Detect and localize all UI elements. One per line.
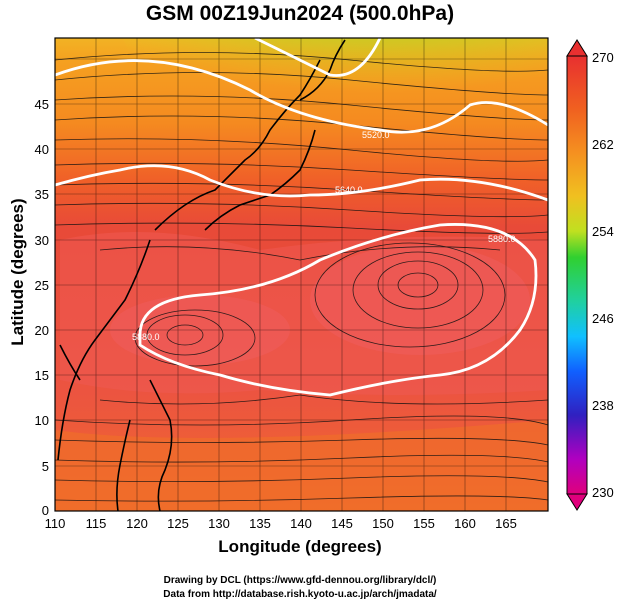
y-tick-label: 45	[35, 97, 49, 112]
y-tick-label: 40	[35, 142, 49, 157]
y-tick-label: 0	[42, 503, 49, 518]
credit-drawing: Drawing by DCL (https://www.gfd-dennou.o…	[163, 575, 437, 586]
colorbar-bar	[566, 55, 588, 495]
x-tick-label: 130	[208, 516, 230, 531]
x-tick-label: 125	[167, 516, 189, 531]
x-tick-label: 155	[413, 516, 435, 531]
height-contours	[55, 38, 548, 397]
colorbar-top-arrow	[566, 39, 588, 57]
x-tick-labels: 110 115 120 125 130 135 140 145 150 155 …	[45, 516, 517, 531]
chart-title: GSM 00Z19Jun2024 (500.0hPa)	[145, 2, 455, 25]
x-tick-label: 145	[331, 516, 353, 531]
grid-lines	[55, 38, 548, 511]
wind-streamlines	[55, 52, 548, 502]
y-tick-label: 20	[35, 323, 49, 338]
y-tick-labels: 0 5 10 15 20 25 30 35 40 45	[35, 97, 49, 518]
y-tick-label: 30	[35, 233, 49, 248]
y-axis-title: Latitude (degrees)	[8, 198, 27, 346]
x-axis-title: Longitude (degrees)	[218, 537, 382, 556]
x-tick-label: 140	[290, 516, 312, 531]
colorbar-label: 254	[592, 224, 614, 239]
contour-label: 5880.0	[488, 234, 516, 244]
contour-label: 5520.0	[362, 130, 390, 140]
credit-data: Data from http://database.rish.kyoto-u.a…	[163, 589, 437, 600]
plot-frame	[54, 37, 549, 512]
y-tick-label: 10	[35, 413, 49, 428]
x-tick-label: 150	[372, 516, 394, 531]
x-tick-label: 160	[454, 516, 476, 531]
x-tick-label: 135	[249, 516, 271, 531]
colorbar-label: 262	[592, 137, 614, 152]
y-tick-label: 15	[35, 368, 49, 383]
colorbar-label: 230	[592, 485, 614, 500]
colorbar: 270 262 254 246 238 230	[566, 39, 614, 511]
y-tick-label: 35	[35, 187, 49, 202]
colorbar-bottom-arrow	[566, 493, 588, 511]
x-tick-label: 110	[45, 516, 66, 531]
contour-label: 5640.0	[335, 185, 363, 195]
contour-labels: 5520.0 5640.0 5880.0 5880.0	[132, 130, 516, 342]
x-tick-label: 115	[86, 516, 107, 531]
contour-label: 5880.0	[132, 332, 160, 342]
colorbar-label: 246	[592, 311, 614, 326]
colorbar-label: 270	[592, 50, 614, 65]
y-tick-label: 25	[35, 278, 49, 293]
colorbar-label: 238	[592, 398, 614, 413]
y-tick-label: 5	[42, 459, 49, 474]
x-tick-label: 120	[126, 516, 148, 531]
x-tick-label: 165	[495, 516, 517, 531]
